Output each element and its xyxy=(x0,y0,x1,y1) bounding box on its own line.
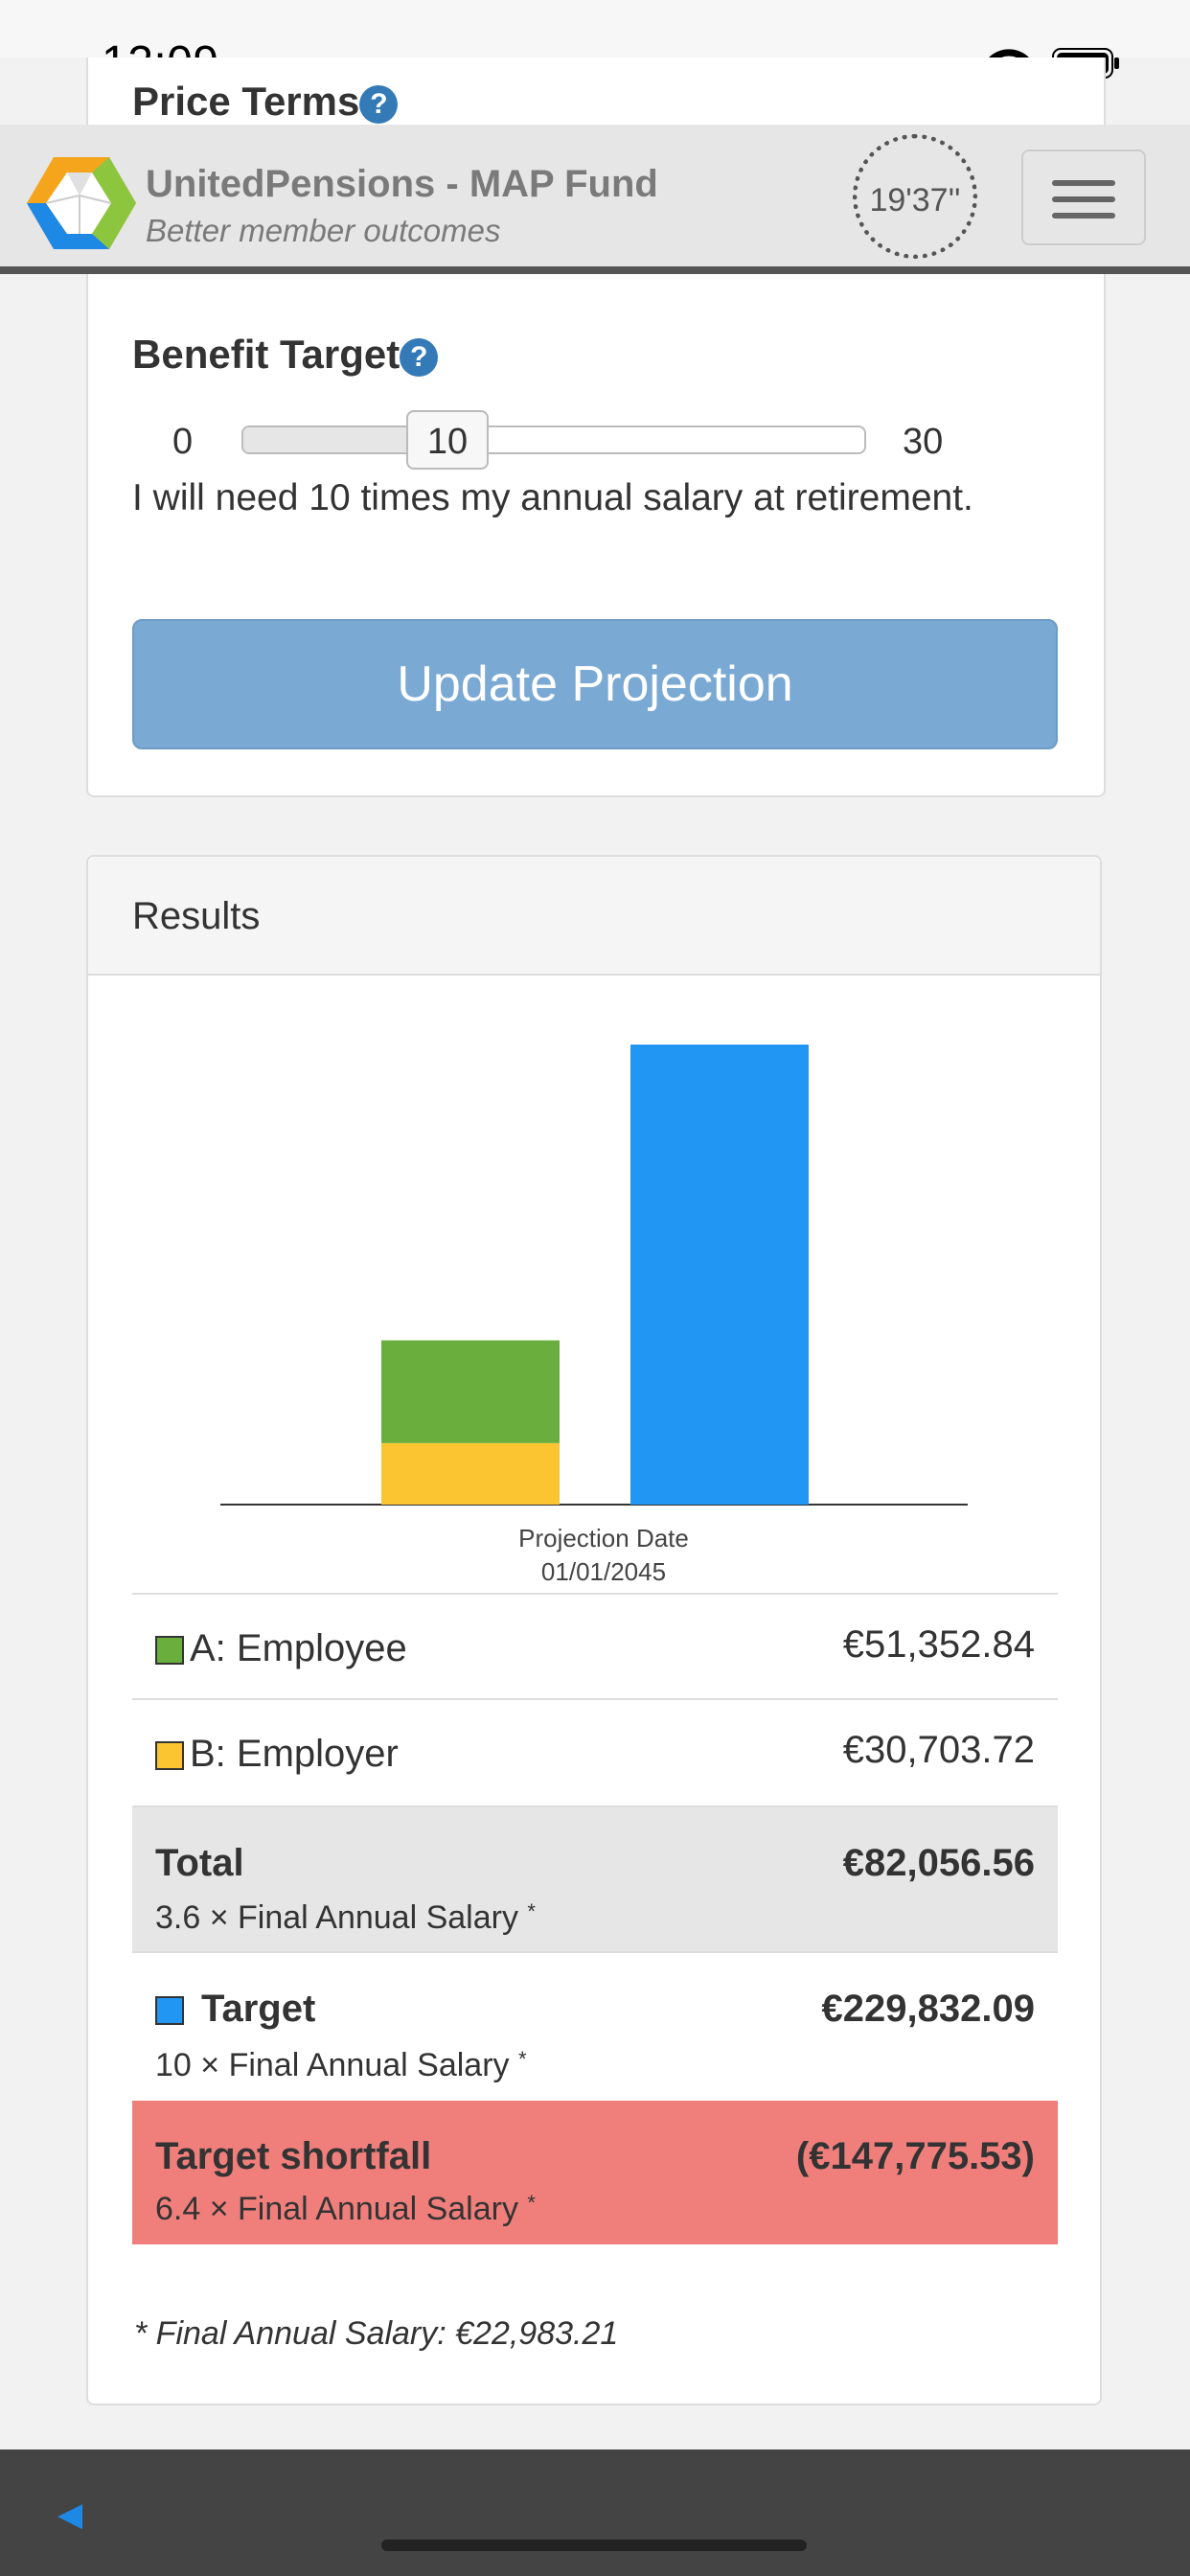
row-value: €82,056.56 xyxy=(842,1842,1035,1884)
result-row-target: Target €229,832.09 10 × Final Annual Sal… xyxy=(132,1951,1058,2097)
result-row-employer: B: Employer €30,703.72 xyxy=(132,1698,1058,1804)
row-sub: 10 × Final Annual Salary xyxy=(155,2047,510,2083)
menu-icon xyxy=(1052,180,1115,186)
row-value: €51,352.84 xyxy=(842,1623,1035,1666)
bar-a-employee xyxy=(381,1340,560,1443)
results-header xyxy=(88,857,1100,976)
timer-icon xyxy=(853,134,977,259)
chart-x-label: Projection Date xyxy=(518,1524,689,1552)
help-icon[interactable]: ? xyxy=(400,337,439,377)
chart-x-tick: 01/01/2045 xyxy=(540,1557,667,1586)
row-value: (€147,775.53) xyxy=(795,2135,1035,2177)
help-icon[interactable]: ? xyxy=(359,84,399,124)
bar-b-employer xyxy=(381,1442,560,1505)
row-sub: 6.4 × Final Annual Salary xyxy=(155,2191,518,2227)
app-header xyxy=(0,125,1190,274)
row-label: Target shortfall xyxy=(155,2135,432,2177)
menu-icon-bar xyxy=(1052,196,1115,202)
result-row-shortfall: Target shortfall (€147,775.53) 6.4 × Fin… xyxy=(132,2101,1058,2244)
back-arrow-icon[interactable]: ◀ xyxy=(57,2496,83,2533)
home-indicator[interactable] xyxy=(381,2540,807,2551)
row-label: B: Employer xyxy=(190,1733,399,1775)
menu-button[interactable] xyxy=(1021,150,1146,245)
row-sub: 3.6 × Final Annual Salary xyxy=(155,1899,518,1936)
update-projection-button[interactable]: Update Projection xyxy=(132,619,1058,749)
slider-handle[interactable]: 10 xyxy=(406,410,489,470)
footnote: * Final Annual Salary: €22,983.21 xyxy=(134,2315,619,2352)
logo-icon xyxy=(27,157,136,249)
price-terms-heading: Price Terms? xyxy=(132,79,399,125)
footnote-marker: * xyxy=(517,2047,527,2071)
results-title: Results xyxy=(132,895,261,937)
row-value: €30,703.72 xyxy=(842,1729,1035,1771)
status-bar xyxy=(0,0,1190,58)
slider-fill xyxy=(243,427,416,452)
row-value: €229,832.09 xyxy=(821,1988,1035,2030)
slider-min-label: 0 xyxy=(172,422,194,462)
menu-icon-bar xyxy=(1052,213,1115,218)
timer-value: 19'37'' xyxy=(869,182,961,218)
result-row-total: Total €82,056.56 3.6 × Final Annual Sala… xyxy=(132,1806,1058,1951)
slider-max-label: 30 xyxy=(903,422,944,462)
brand-subtitle: Better member outcomes xyxy=(146,213,501,248)
row-label: Total xyxy=(155,1842,244,1884)
brand-title: UnitedPensions - MAP Fund xyxy=(146,163,658,205)
projection-chart xyxy=(220,1045,968,1506)
benefit-target-heading: Benefit Target? xyxy=(132,332,439,378)
row-label: A: Employee xyxy=(190,1627,407,1669)
footnote-marker: * xyxy=(527,2191,536,2215)
bar-target xyxy=(630,1045,809,1505)
benefit-sentence: I will need 10 times my annual salary at… xyxy=(132,477,973,518)
result-row-employee: A: Employee €51,352.84 xyxy=(132,1593,1058,1698)
legend-swatch-target xyxy=(155,1996,184,2025)
row-label: Target xyxy=(201,1988,316,2030)
price-terms-label: Price Terms xyxy=(132,79,360,124)
benefit-target-label: Benefit Target xyxy=(132,332,400,377)
legend-swatch-employee xyxy=(155,1636,184,1665)
footnote-marker: * xyxy=(527,1899,536,1923)
legend-swatch-employer xyxy=(155,1741,184,1770)
bottom-toolbar xyxy=(0,2450,1190,2576)
